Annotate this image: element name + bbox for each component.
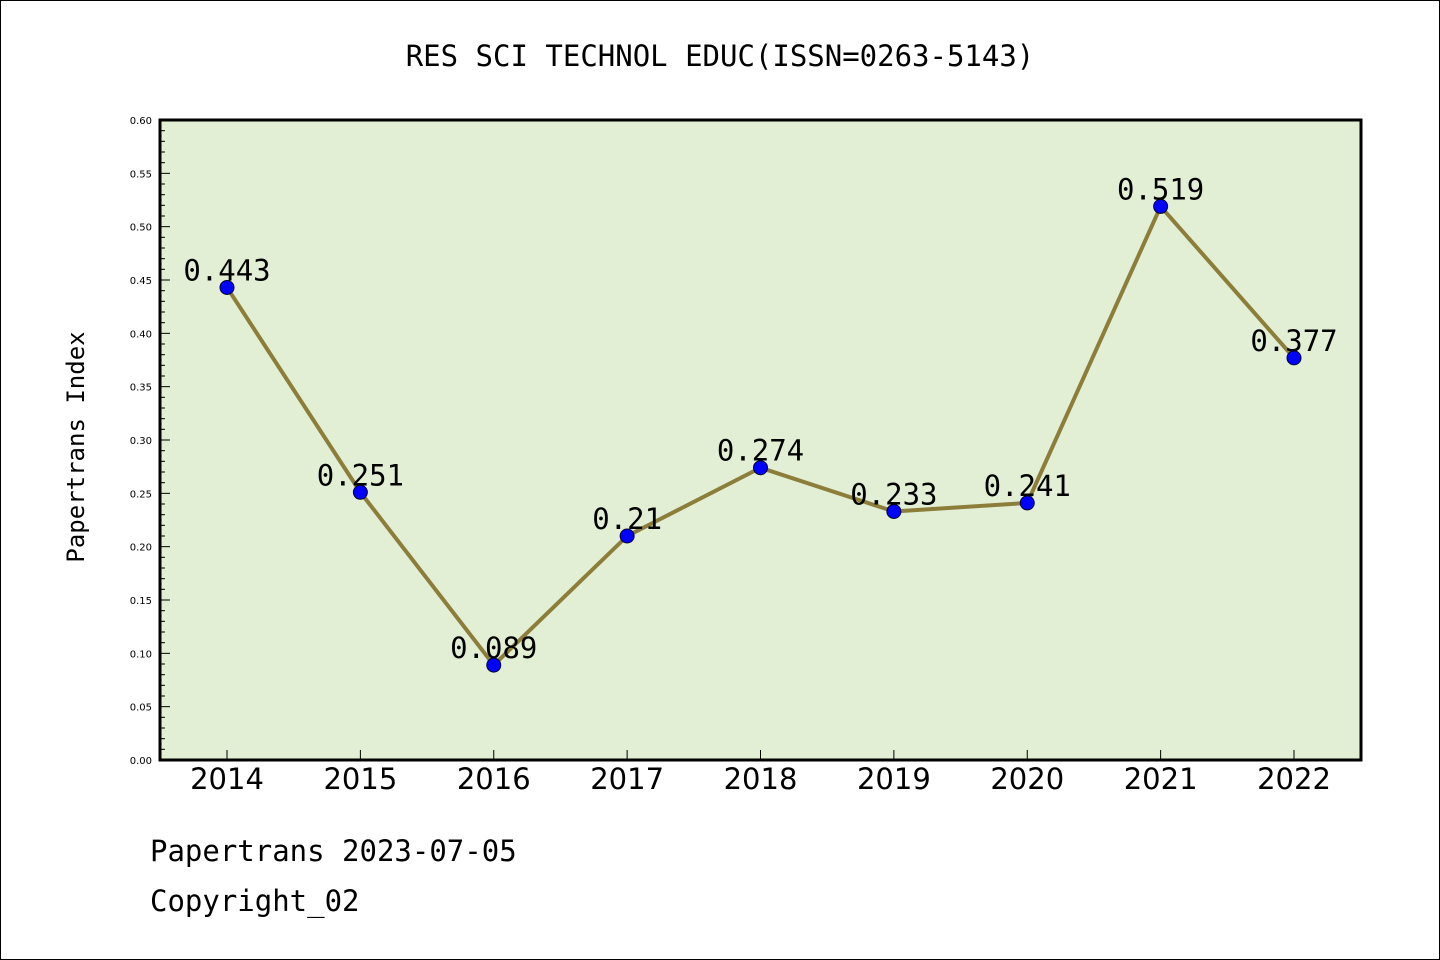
data-label: 0.21 [592, 502, 662, 536]
x-tick-label: 2016 [457, 762, 531, 796]
data-label: 0.241 [984, 469, 1071, 503]
y-tick-label: 0.20 [130, 543, 152, 554]
chart-title: RES SCI TECHNOL EDUC(ISSN=0263-5143) [406, 39, 1035, 73]
y-tick-label: 0.30 [130, 436, 152, 447]
y-tick-label: 0.00 [130, 756, 152, 767]
data-point [1286, 350, 1302, 366]
x-tick-label: 2018 [724, 762, 798, 796]
y-tick-label: 0.55 [130, 169, 152, 180]
x-tick-label: 2014 [190, 762, 264, 796]
footer-date: Papertrans 2023-07-05 [150, 834, 517, 868]
data-point [1019, 495, 1035, 511]
y-tick-label: 0.05 [130, 703, 152, 714]
footer-copyright: Copyright_02 [150, 884, 360, 918]
x-tick-label: 2020 [990, 762, 1064, 796]
y-tick-label: 0.15 [130, 596, 152, 607]
y-tick-label: 0.35 [130, 383, 152, 394]
x-tick-label: 2015 [323, 762, 397, 796]
y-tick-label: 0.40 [130, 329, 152, 340]
y-axis: 0.00 0.05 0.10 0.15 0.20 0.25 0.30 0.35 0.40 0.45… [130, 116, 170, 767]
y-tick-label: 0.25 [130, 489, 152, 500]
data-point [619, 528, 635, 544]
data-point [486, 657, 502, 673]
data-label: 0.251 [317, 458, 404, 492]
y-tick-label: 0.10 [130, 649, 152, 660]
plot-area [158, 118, 1363, 762]
data-point [352, 484, 368, 500]
data-label: 0.233 [850, 477, 937, 511]
data-point [1153, 198, 1169, 214]
x-axis: 2014 2015 2016 2017 2018 2019 2020 2021 2022 [190, 750, 1331, 796]
data-label: 0.519 [1117, 172, 1204, 206]
data-label: 0.443 [183, 253, 270, 287]
x-tick-label: 2021 [1124, 762, 1198, 796]
data-point [886, 503, 902, 519]
data-point [753, 460, 768, 476]
y-tick-label: 0.45 [130, 276, 152, 287]
markers-group [219, 198, 1302, 673]
data-label: 0.274 [717, 434, 804, 468]
data-label: 0.089 [450, 631, 537, 665]
x-tick-label: 2019 [857, 762, 931, 796]
x-tick-label: 2017 [590, 762, 664, 796]
y-axis-label: Papertrans Index [62, 331, 90, 562]
data-label: 0.377 [1250, 324, 1337, 358]
y-tick-label: 0.50 [130, 223, 152, 234]
data-labels-group: 0.443 0.251 0.089 0.21 0.274 0.233 0.241 0.519 0… [183, 172, 1337, 665]
data-point [219, 279, 235, 295]
y-tick-label: 0.60 [130, 116, 152, 127]
x-tick-label: 2022 [1257, 762, 1331, 796]
